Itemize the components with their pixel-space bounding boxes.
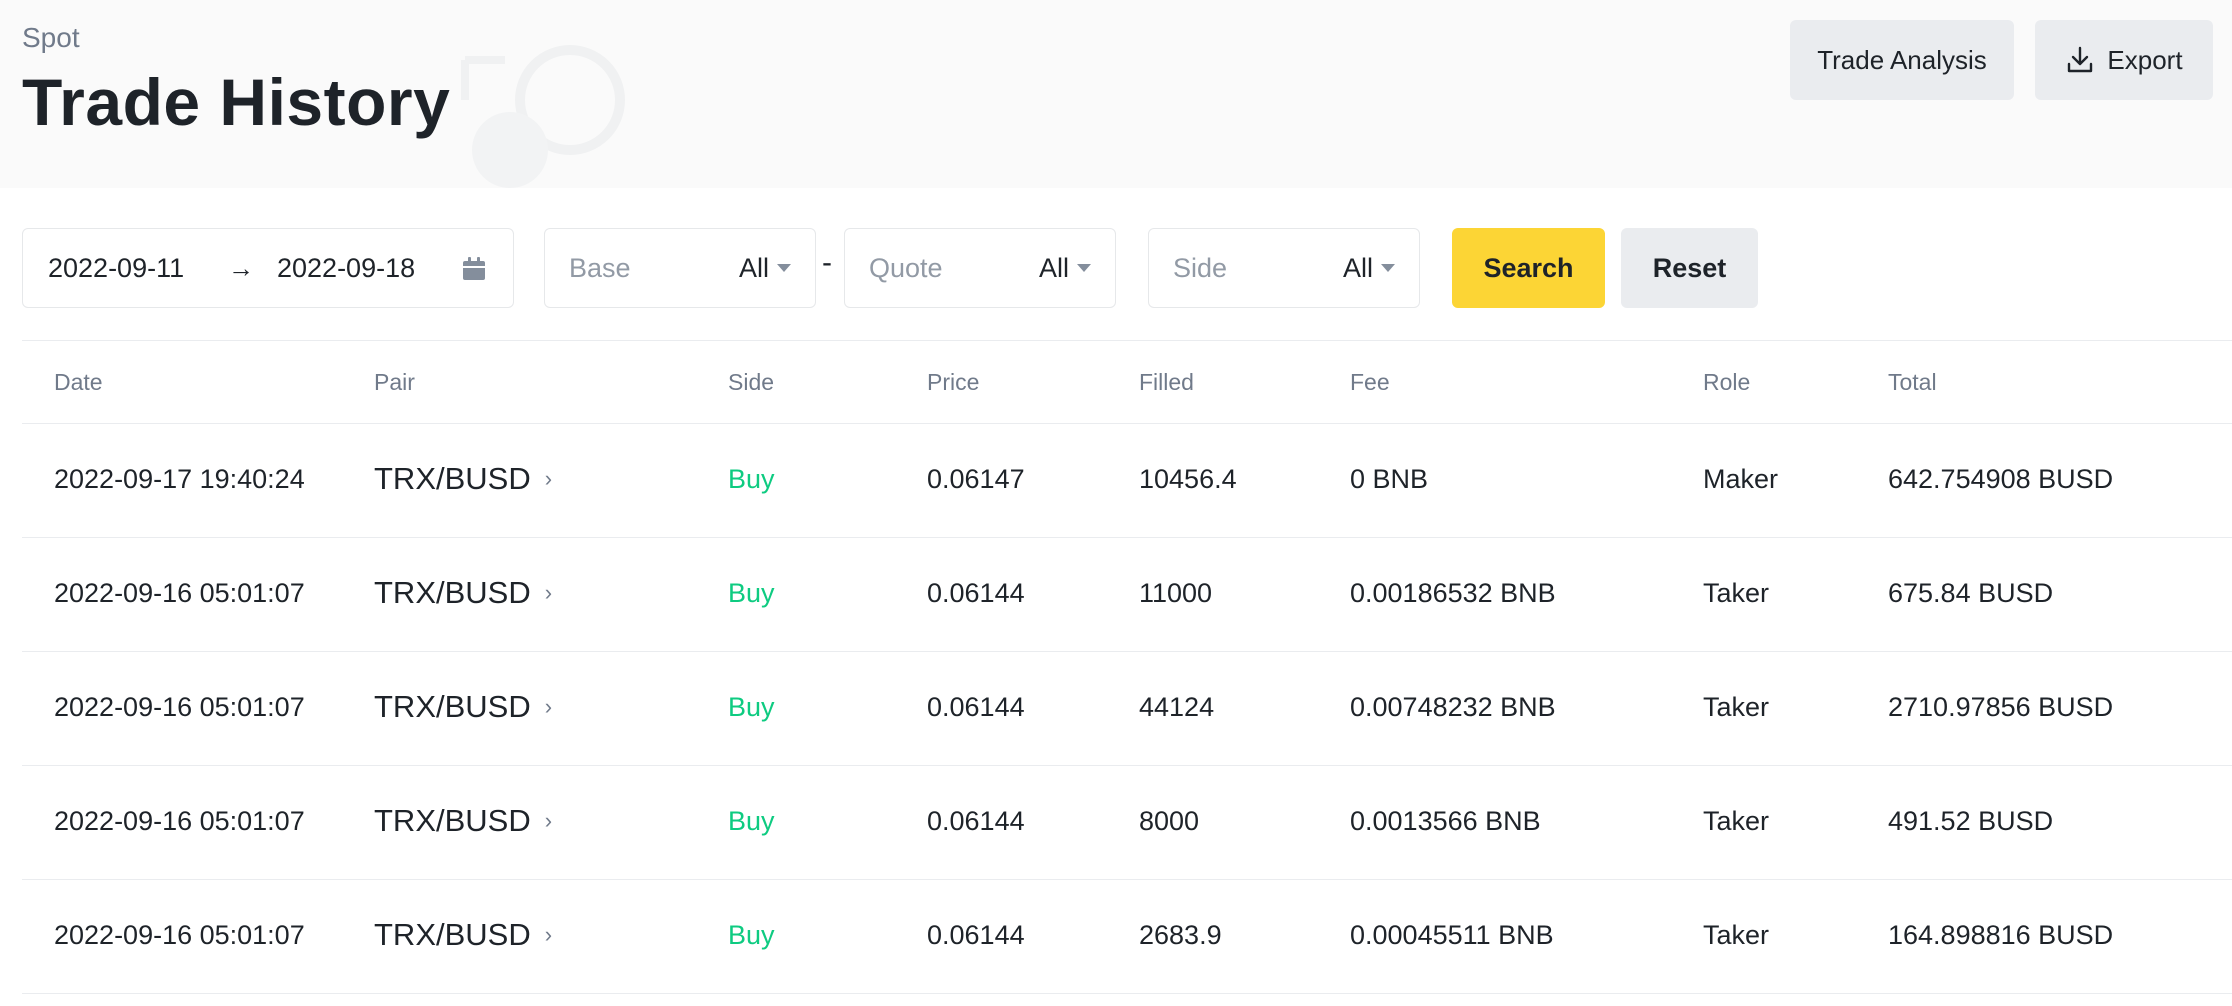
base-value: All [739, 253, 791, 284]
table-row: 2022-09-17 19:40:24 TRX/BUSD › Buy 0.0614… [22, 424, 2232, 538]
trade-history-table: Date Pair Side Price Filled Fee Role Tot… [22, 340, 2232, 994]
pair-link[interactable]: TRX/BUSD › [374, 803, 552, 839]
chevron-right-icon: › [544, 922, 553, 947]
date-range-picker[interactable]: 2022-09-11 → 2022-09-18 [22, 228, 514, 308]
cell-side: Buy [728, 806, 775, 836]
cell-pair: TRX/BUSD [374, 689, 531, 724]
decorative-illustration-icon [461, 45, 625, 188]
base-selected-value: All [738, 252, 769, 283]
cell-total: 675.84 BUSD [1888, 578, 2054, 608]
page-title: Trade History [22, 65, 451, 139]
cell-filled: 8000 [1139, 806, 1200, 836]
caret-down-icon [1381, 264, 1395, 272]
cell-filled: 2683.9 [1139, 920, 1222, 950]
pair-link[interactable]: TRX/BUSD › [374, 575, 552, 611]
column-header-side: Side [728, 369, 775, 395]
side-placeholder: Side [1173, 252, 1228, 283]
cell-side: Buy [728, 578, 775, 608]
cell-date: 2022-09-16 05:01:07 [54, 692, 305, 722]
trade-analysis-button[interactable]: Trade Analysis [1790, 20, 2014, 100]
arrow-right-icon: → [228, 252, 254, 283]
table-row: 2022-09-16 05:01:07 TRX/BUSD › Buy 0.0614… [22, 766, 2232, 880]
export-button[interactable]: Export [2035, 20, 2213, 100]
cell-fee: 0 BNB [1350, 464, 1429, 494]
cell-side: Buy [728, 464, 775, 494]
search-button[interactable]: Search [1452, 228, 1605, 308]
breadcrumb[interactable]: Spot [22, 22, 80, 53]
cell-role: Taker [1703, 920, 1770, 950]
caret-down-icon [1077, 264, 1091, 272]
cell-pair: TRX/BUSD [374, 575, 531, 610]
cell-side: Buy [728, 692, 775, 722]
table-row: 2022-09-16 05:01:07 TRX/BUSD › Buy 0.0614… [22, 652, 2232, 766]
column-header-total: Total [1888, 369, 1937, 395]
cell-total: 2710.97856 BUSD [1888, 692, 2114, 722]
cell-total: 642.754908 BUSD [1888, 464, 2114, 494]
column-header-date: Date [54, 369, 103, 395]
cell-price: 0.06144 [927, 920, 1025, 950]
cell-role: Maker [1703, 464, 1779, 494]
quote-select[interactable]: Quote All [844, 228, 1116, 308]
quote-placeholder: Quote [869, 252, 943, 283]
cell-role: Taker [1703, 806, 1770, 836]
quote-selected-value: All [1038, 252, 1069, 283]
pair-link[interactable]: TRX/BUSD › [374, 461, 552, 497]
side-value: All [1343, 253, 1395, 284]
cell-fee: 0.00045511 BNB [1350, 920, 1554, 950]
cell-price: 0.06144 [927, 806, 1025, 836]
trade-analysis-label: Trade Analysis [1817, 44, 1987, 75]
cell-date: 2022-09-16 05:01:07 [54, 578, 305, 608]
chevron-right-icon: › [544, 808, 553, 833]
cell-price: 0.06144 [927, 578, 1025, 608]
cell-role: Taker [1703, 578, 1770, 608]
cell-side: Buy [728, 920, 775, 950]
reset-button[interactable]: Reset [1621, 228, 1758, 308]
caret-down-icon [777, 264, 791, 272]
cell-date: 2022-09-16 05:01:07 [54, 920, 305, 950]
cell-total: 491.52 BUSD [1888, 806, 2054, 836]
column-header-role: Role [1703, 369, 1751, 395]
cell-fee: 0.00186532 BNB [1350, 578, 1556, 608]
cell-price: 0.06147 [927, 464, 1025, 494]
column-header-filled: Filled [1139, 369, 1194, 395]
pair-link[interactable]: TRX/BUSD › [374, 917, 552, 953]
cell-filled: 44124 [1139, 692, 1215, 722]
table-row: 2022-09-16 05:01:07 TRX/BUSD › Buy 0.0614… [22, 538, 2232, 652]
base-select[interactable]: Base All [544, 228, 816, 308]
cell-price: 0.06144 [927, 692, 1025, 722]
side-select[interactable]: Side All [1148, 228, 1420, 308]
cell-role: Taker [1703, 692, 1770, 722]
column-header-fee: Fee [1350, 369, 1390, 395]
cell-fee: 0.0013566 BNB [1350, 806, 1541, 836]
side-selected-value: All [1342, 252, 1373, 283]
chevron-right-icon: › [544, 694, 553, 719]
cell-filled: 10456.4 [1139, 464, 1237, 494]
download-icon [2068, 46, 2093, 73]
chevron-right-icon: › [544, 466, 553, 491]
cell-filled: 11000 [1139, 578, 1213, 608]
table-row: 2022-09-16 05:01:07 TRX/BUSD › Buy 0.0614… [22, 880, 2232, 994]
column-header-pair: Pair [374, 369, 415, 395]
cell-pair: TRX/BUSD [374, 917, 531, 952]
table-header: Date Pair Side Price Filled Fee Role Tot… [22, 340, 2232, 424]
start-date-input[interactable]: 2022-09-11 [48, 252, 185, 283]
filter-bar: 2022-09-11 → 2022-09-18 Base All - Quote… [0, 228, 2232, 308]
page-header: Spot Trade History Trade Analysis Export [0, 0, 2232, 188]
base-placeholder: Base [569, 252, 631, 283]
export-label: Export [2107, 44, 2183, 75]
cell-date: 2022-09-16 05:01:07 [54, 806, 305, 836]
cell-total: 164.898816 BUSD [1888, 920, 2114, 950]
calendar-icon[interactable] [461, 256, 487, 282]
end-date-input[interactable]: 2022-09-18 [277, 252, 416, 283]
chevron-right-icon: › [544, 580, 553, 605]
quote-value: All [1039, 253, 1091, 284]
pair-separator: - [822, 246, 832, 279]
cell-date: 2022-09-17 19:40:24 [54, 464, 305, 494]
column-header-price: Price [927, 369, 980, 395]
pair-link[interactable]: TRX/BUSD › [374, 689, 552, 725]
cell-pair: TRX/BUSD [374, 803, 531, 838]
cell-fee: 0.00748232 BNB [1350, 692, 1556, 722]
cell-pair: TRX/BUSD [374, 461, 531, 496]
